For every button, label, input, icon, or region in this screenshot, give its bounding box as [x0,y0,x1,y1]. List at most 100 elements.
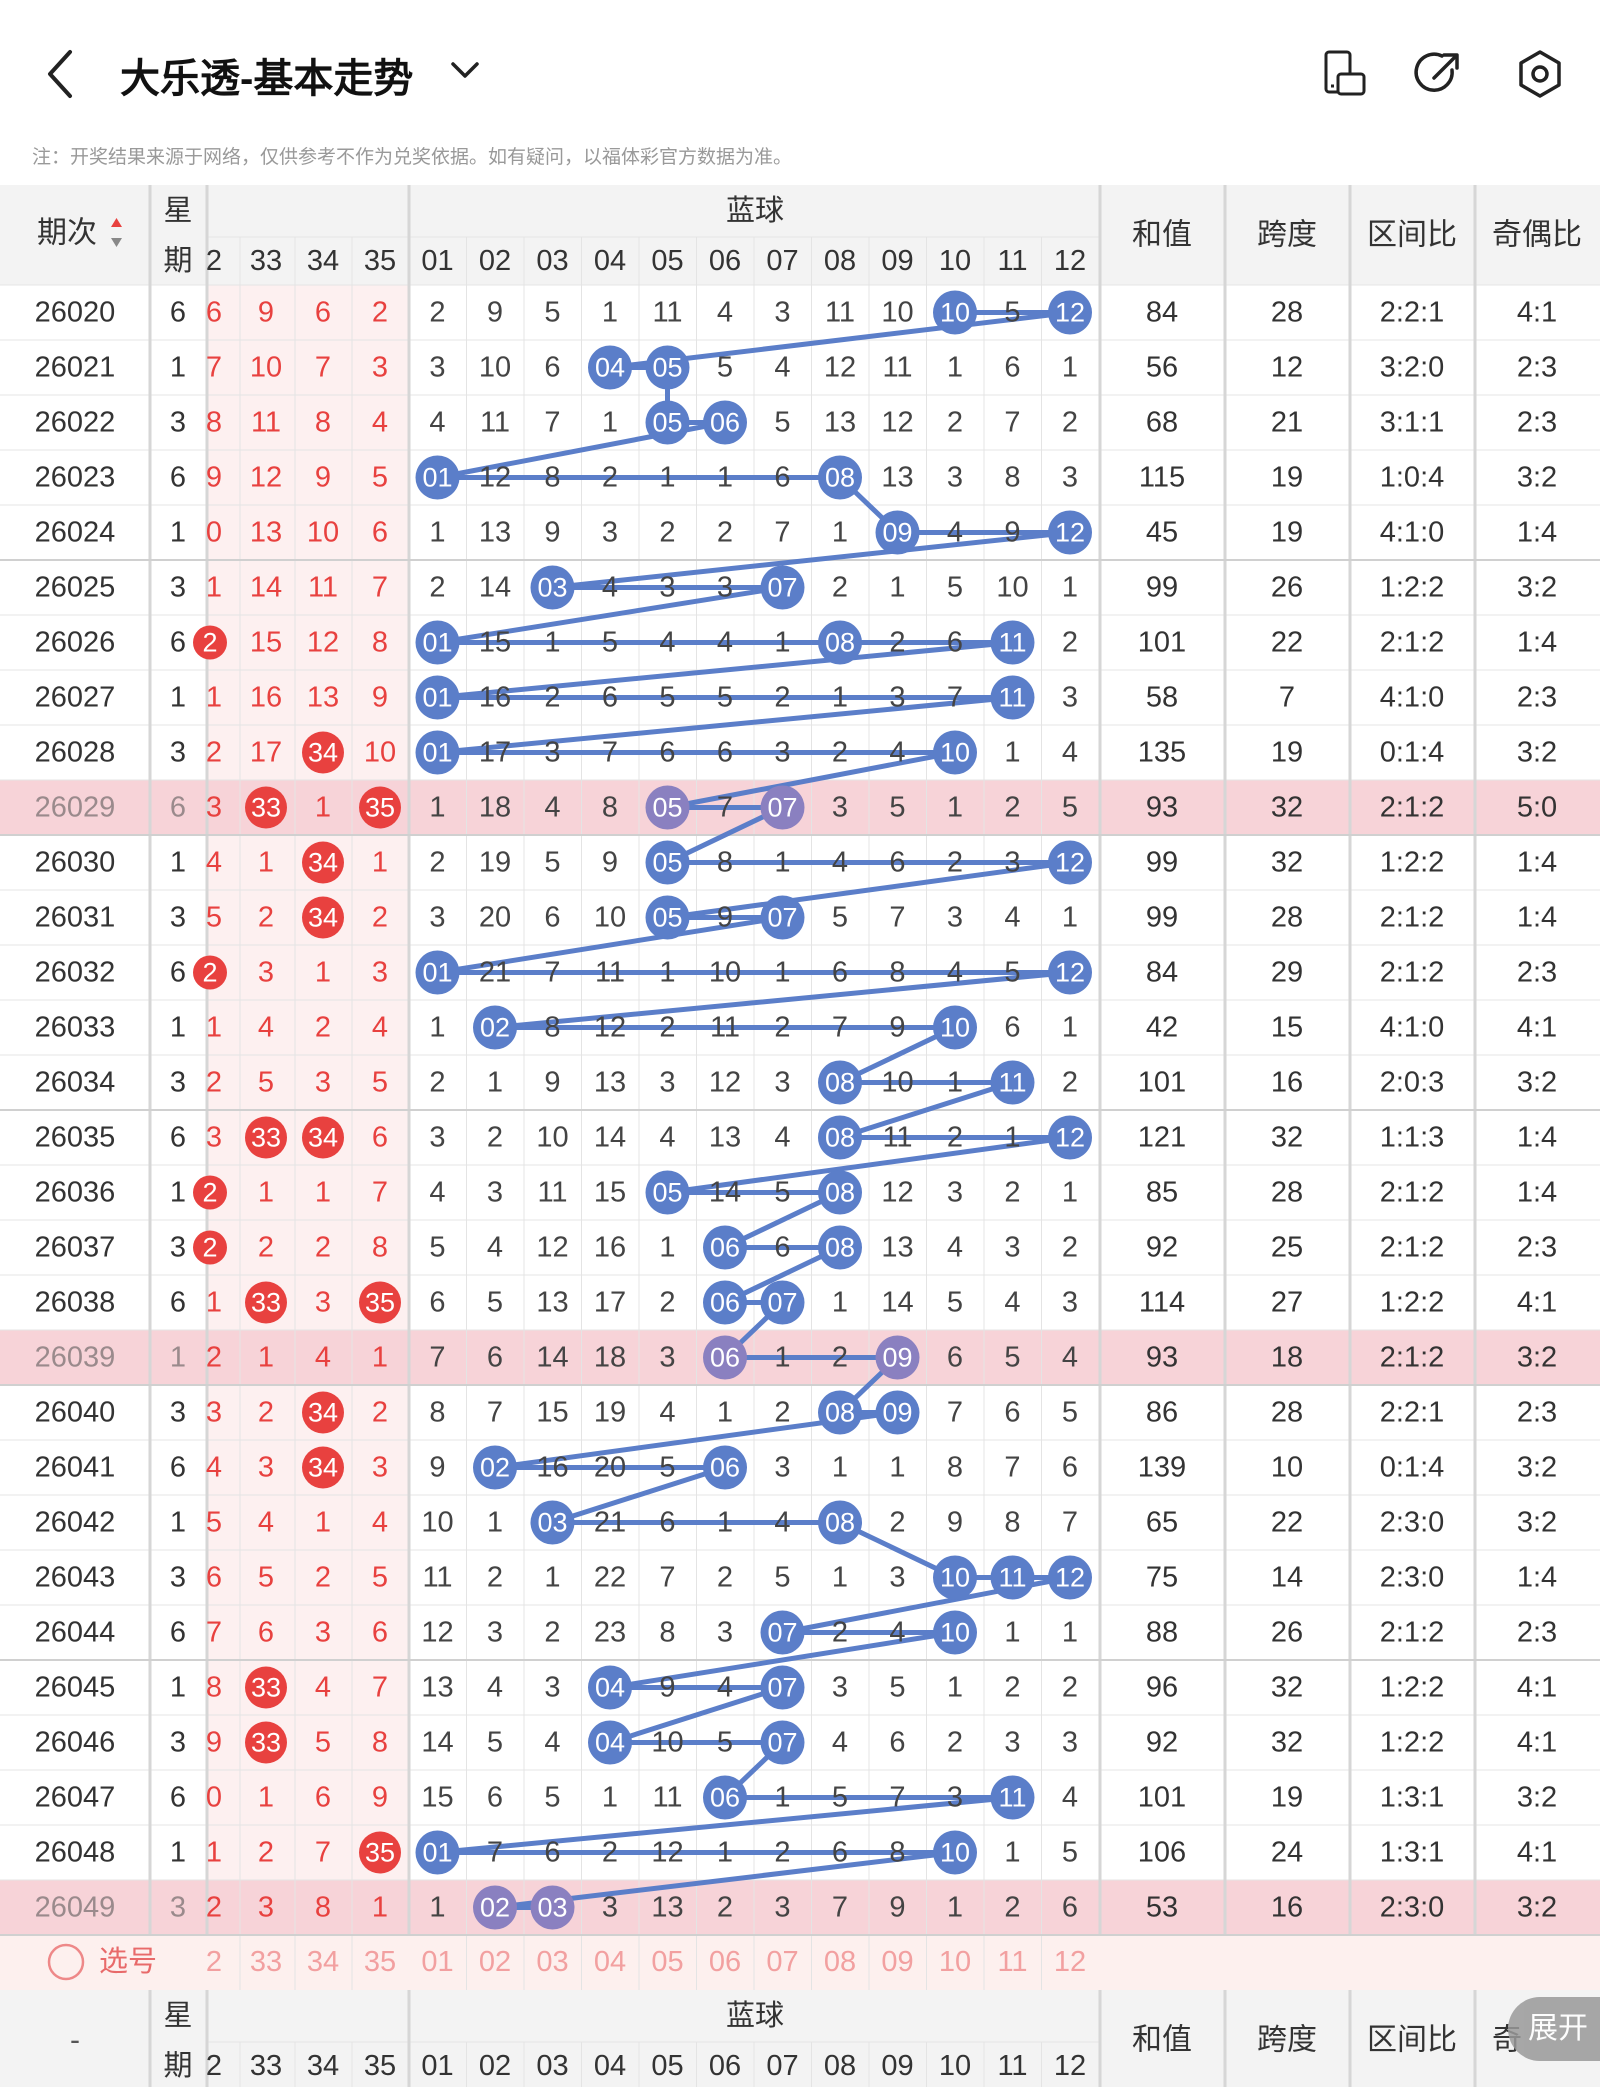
blue-miss-count: 21 [594,1507,626,1539]
blue-miss-count: 3 [487,1617,503,1649]
back-icon[interactable] [40,44,80,104]
blue-miss-count: 1 [1062,352,1078,384]
weekday-value: 3 [170,407,186,439]
odd-even-value: 2:3 [1517,1232,1557,1264]
red-miss-count: 4 [258,1507,274,1539]
blue-zone-header: 蓝球 [726,194,784,227]
red-miss-count: 8 [315,1892,331,1924]
blue-ball [990,1775,1035,1820]
blue-ball-number: 09 [882,518,912,548]
blue-ball [760,1665,805,1710]
blue-ball [1048,840,1092,885]
blue-miss-count: 10 [651,1727,683,1759]
span-value: 19 [1271,462,1303,494]
red-miss-count: 8 [315,407,331,439]
blue-miss-count: 2 [1004,1177,1020,1209]
blue-miss-count: 3 [947,1782,963,1814]
period-number: 26032 [35,957,116,989]
red-miss-count: 3 [315,1287,331,1319]
span-value: 16 [1271,1892,1303,1924]
blue-miss-count: 2 [832,572,848,604]
orientation-icon[interactable] [1318,48,1370,100]
blue-miss-count: 13 [421,1672,453,1704]
red-miss-count: 17 [250,737,282,769]
blue-miss-count: 10 [881,297,913,329]
weekday-value: 1 [170,1837,186,1869]
red-miss-count: 9 [315,462,331,494]
blue-miss-count: 3 [429,902,445,934]
blue-ball-number: 02 [480,1453,510,1483]
blue-ball-number: 04 [595,353,625,383]
share-icon[interactable] [1412,48,1464,100]
period-number: 26022 [35,407,116,439]
select-blue-number: 12 [1054,1946,1086,1978]
expand-button[interactable]: 展开 [1508,1997,1600,2061]
blue-miss-count: 10 [479,352,511,384]
blue-ball [760,895,805,940]
blue-miss-count: 4 [1004,1287,1020,1319]
blue-ball [588,345,632,390]
red-miss-count: 5 [206,1507,222,1539]
blue-miss-count: 14 [709,1177,741,1209]
blue-trend-line [435,310,1073,1910]
weekday-value: 3 [170,1562,186,1594]
red-miss-count: 0 [206,1782,222,1814]
blue-miss-count: 2 [947,1122,963,1154]
span-value: 14 [1271,1562,1303,1594]
span-value: 10 [1271,1452,1303,1484]
sum-value: 56 [1146,352,1178,384]
blue-ball-number: 07 [767,573,797,603]
zone-ratio-value: 3:2:0 [1380,352,1445,384]
weekday-value: 6 [170,1617,186,1649]
chevron-down-icon[interactable] [445,55,485,85]
sum-value: 99 [1146,847,1178,879]
odd-even-value: 2:3 [1517,682,1557,714]
blue-miss-count: 1 [1004,1122,1020,1154]
blue-miss-count: 2 [487,1122,503,1154]
blue-ball [473,1885,517,1930]
red-miss-count: 7 [372,572,388,604]
red-miss-count: 4 [258,1012,274,1044]
blue-miss-count: 4 [429,1177,445,1209]
red-miss-count: 8 [372,1232,388,1264]
grid-lines [0,236,1600,2087]
blue-miss-count: 2 [947,407,963,439]
blue-miss-count: 1 [659,957,675,989]
blue-ball-number: 07 [767,1288,797,1318]
odd-even-value: 2:3 [1517,957,1557,989]
zone-ratio-value: 2:1:2 [1380,1177,1445,1209]
blue-ball [645,840,690,885]
settings-icon[interactable] [1514,48,1566,100]
blue-miss-count: 2 [717,1562,733,1594]
blue-miss-count: 3 [659,572,675,604]
blue-miss-count: 22 [594,1562,626,1594]
odd-even-value: 1:4 [1517,627,1557,659]
page-title[interactable]: 大乐透-基本走势 [120,57,414,101]
blue-miss-count: 1 [774,847,790,879]
blue-ball [933,1005,977,1050]
blue-number-header: 09 [881,245,913,277]
blue-miss-count: 15 [479,627,511,659]
red-miss-count: 8 [206,1672,222,1704]
red-miss-count: 1 [206,572,222,604]
period-number: 26020 [35,297,116,329]
sort-down-icon[interactable] [111,238,122,247]
blue-ball-number: 08 [825,1508,855,1538]
blue-ball [1048,510,1092,555]
sum-value: 101 [1138,1067,1186,1099]
blue-miss-count: 4 [717,297,733,329]
blue-number-header: 08 [824,245,856,277]
red-miss-count: 11 [251,407,281,439]
red-miss-count: 0 [206,517,222,549]
blue-miss-count: 4 [717,627,733,659]
blue-miss-count: 7 [1062,1507,1078,1539]
sort-up-icon[interactable] [111,218,122,227]
blue-miss-count: 11 [882,352,912,384]
select-radio-icon[interactable] [47,1943,85,1981]
sum-value: 121 [1138,1122,1186,1154]
weekday-value: 3 [170,1397,186,1429]
blue-miss-count: 16 [479,682,511,714]
blue-number-header: 04 [594,245,626,277]
red-miss-count: 1 [258,1782,274,1814]
blue-miss-count: 4 [947,1232,963,1264]
